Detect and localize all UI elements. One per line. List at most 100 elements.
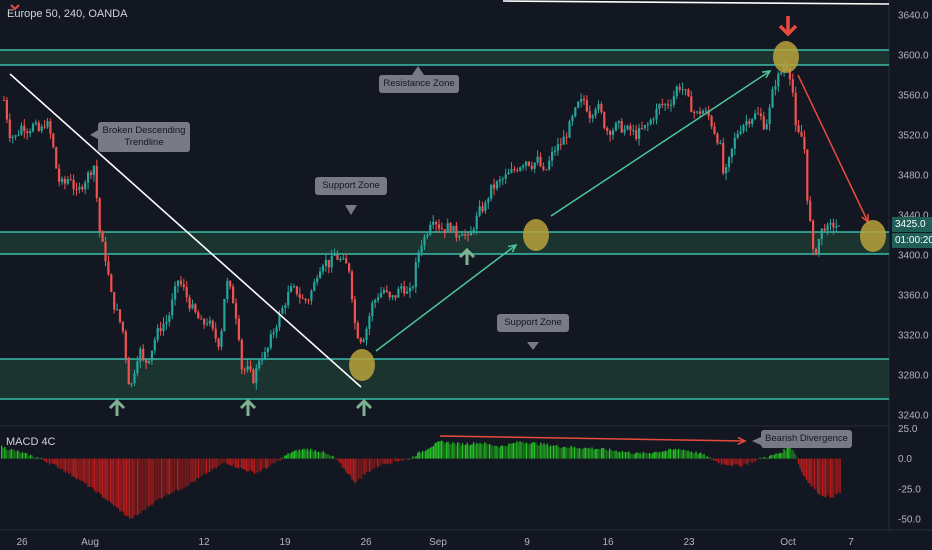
candle-down (58, 168, 61, 182)
candle-up (371, 302, 374, 317)
macd-bar-negative (805, 458, 808, 480)
candle-up (504, 174, 507, 179)
candle-up (487, 198, 490, 203)
macd-bar-positive (524, 443, 526, 459)
countdown-label: 01:00:20 (892, 233, 932, 248)
candle-down (301, 297, 304, 299)
macd-bar-negative (396, 458, 398, 462)
candle-up (116, 309, 119, 311)
annotation-support-zone-upper: Support Zone (315, 177, 387, 195)
axes: 3640.0 3600.0 3560.0 3520.0 3480.0 3440.0 3400… (10, 4, 929, 548)
macd-bar-negative (756, 458, 758, 460)
macd-bar-negative (748, 458, 750, 463)
candle-down (455, 225, 458, 238)
candle-down (585, 100, 588, 112)
macd-bar-negative (802, 458, 804, 476)
candle-up (524, 161, 528, 166)
macd-bar-negative (221, 458, 224, 464)
macd-bar-positive (610, 450, 612, 459)
price-tick-label: 3640.0 (898, 11, 929, 22)
candle-down (52, 133, 55, 148)
candle-up (17, 134, 20, 136)
candle-up (611, 130, 615, 135)
candle-up (556, 144, 559, 151)
macd-bar-negative (745, 458, 747, 464)
macd-bar-negative (826, 458, 828, 496)
candle-up (368, 316, 371, 329)
macd-bar-negative (57, 458, 59, 469)
macd-bar-negative (63, 458, 65, 472)
candle-down (542, 166, 545, 170)
macd-bar-negative (733, 458, 736, 464)
macd-bar-negative (815, 458, 817, 490)
candle-up (623, 129, 626, 133)
time-tick-label: 16 (602, 537, 614, 548)
price-tick-label: 3320.0 (898, 331, 929, 342)
candle-up (495, 181, 499, 189)
zones (0, 49, 889, 400)
annotation-broken-trendline: Broken Descending Trendline (98, 122, 190, 152)
candle-down (127, 357, 130, 385)
candle-down (684, 89, 687, 91)
macd-bar-positive (482, 444, 484, 459)
macd-bar-negative (140, 458, 142, 514)
candle-up (519, 167, 522, 171)
candle-down (89, 172, 93, 175)
callout-pointer (345, 205, 357, 215)
candle-up (130, 383, 133, 385)
macd-bar-positive (655, 451, 657, 459)
macd-bar-negative (753, 458, 755, 461)
resistance-zone-fill (0, 50, 889, 65)
candle-up (66, 179, 69, 184)
macd-bar-positive (301, 449, 304, 459)
candle-up (638, 128, 641, 139)
macd-bar-positive (653, 452, 656, 459)
macd-bar-positive (41, 457, 43, 459)
candle-up (736, 133, 739, 138)
candle-up (292, 286, 296, 288)
macd-bar-negative (245, 458, 248, 472)
macd-bar-positive (709, 457, 712, 459)
macd-bar-positive (663, 451, 665, 459)
macd-bar-positive (317, 451, 320, 459)
macd-bar-negative (193, 458, 195, 482)
macd-bar-negative (389, 458, 392, 464)
macd-bar-positive (564, 446, 566, 459)
time-tick-label: 9 (524, 537, 530, 548)
macd-bar-positive (597, 448, 600, 459)
candle-down (229, 280, 232, 287)
price-tick-label: 3520.0 (898, 131, 929, 142)
macd-bar-negative (100, 458, 102, 495)
macd-bar-positive (580, 448, 582, 459)
candle-up (377, 297, 380, 301)
candle-down (159, 328, 162, 332)
macd-bar-positive (642, 452, 644, 459)
macd-bar-positive (428, 448, 430, 459)
macd-bar-positive (553, 445, 555, 459)
time-tick-label: 26 (360, 537, 372, 548)
candle-down (240, 339, 243, 370)
macd-bar-negative (132, 458, 134, 519)
macd-bar-negative (383, 458, 385, 465)
macd-bar-positive (493, 446, 496, 459)
candle-down (800, 131, 803, 137)
macd-bar-positive (12, 449, 14, 459)
macd-bar-negative (839, 458, 841, 494)
macd-bar-positive (492, 445, 494, 459)
macd-bar-negative (138, 458, 140, 514)
time-tick-label: Aug (81, 537, 99, 548)
candle-up (719, 143, 722, 145)
candle-down (145, 359, 148, 363)
macd-bar-negative (180, 458, 182, 490)
macd-bar-positive (4, 447, 6, 459)
macd-bar-negative (828, 458, 830, 496)
macd-bar-positive (551, 446, 553, 459)
projection-arrow-down (797, 74, 869, 223)
macd-bar-positive (676, 449, 678, 459)
price-tick-label: 3280.0 (898, 371, 929, 382)
highlight-circle (860, 220, 886, 252)
macd-bar-negative (98, 458, 100, 493)
macd-bar-positive (791, 449, 793, 459)
macd-bar-negative (189, 458, 192, 483)
